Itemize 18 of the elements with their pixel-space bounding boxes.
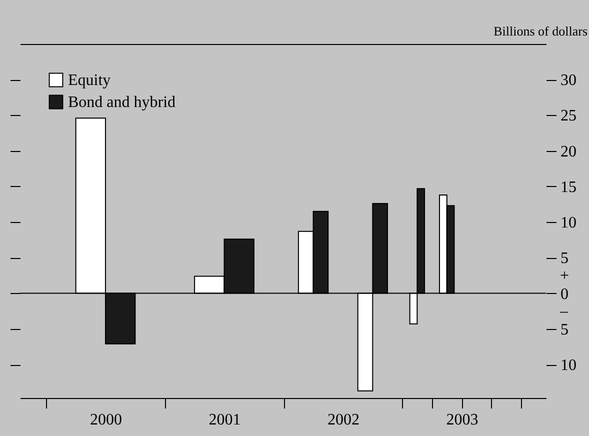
x-tick-label: 2002 xyxy=(327,412,360,428)
y-tick-label: 0 xyxy=(560,286,568,303)
y-tick-label: 5 xyxy=(560,250,568,268)
x-tick-label: 2003 xyxy=(446,412,478,428)
x-tick-label: 2001 xyxy=(208,412,241,428)
y-tick-label: 10 xyxy=(560,357,576,374)
legend-label: Bond and hybrid xyxy=(68,94,176,111)
y-tick-label: 15 xyxy=(560,178,576,196)
y-tick-label: 20 xyxy=(560,143,576,160)
y-tick-label: 25 xyxy=(560,108,576,125)
text: – xyxy=(559,303,569,320)
text: + xyxy=(560,267,570,284)
y-tick-label: 30 xyxy=(560,72,576,90)
y-tick-label: 10 xyxy=(560,214,576,232)
x-tick-label: 2000 xyxy=(90,412,122,428)
legend-label: Equity xyxy=(68,72,111,89)
y-axis-title: Billions of dollars xyxy=(494,24,588,38)
y-tick-label: 5 xyxy=(560,321,568,338)
